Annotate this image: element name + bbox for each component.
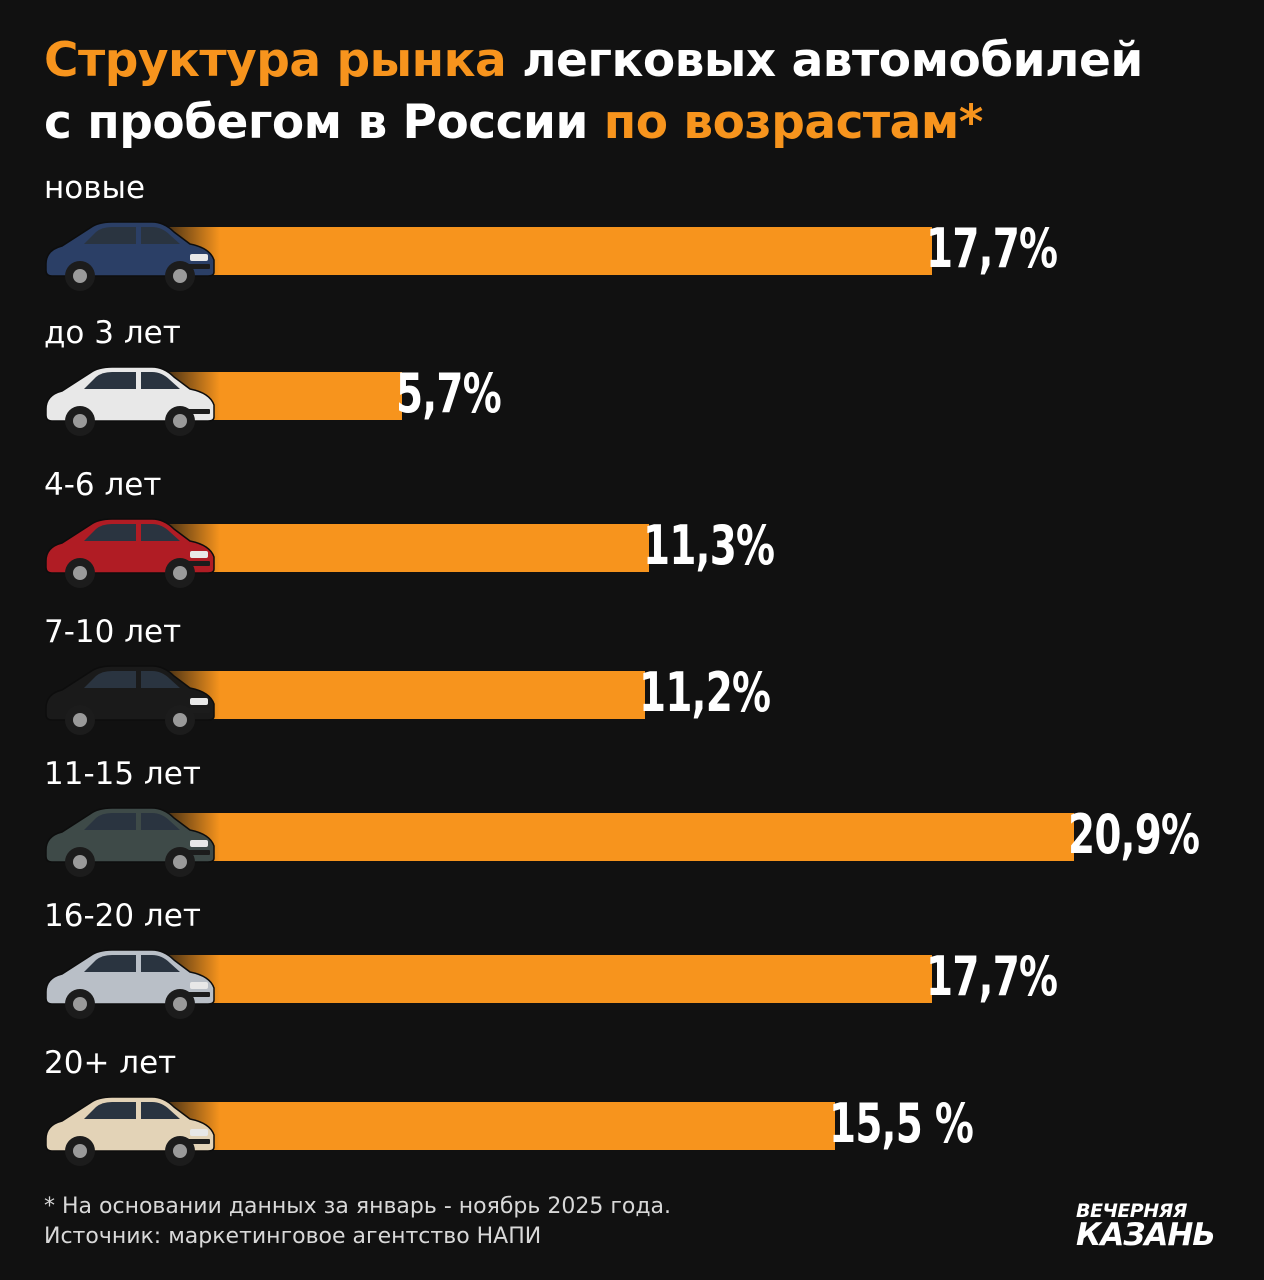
publisher-logo: ВЕЧЕРНЯЯ КАЗАНЬ [1076,1200,1226,1252]
category-label: 20+ лет [44,1045,177,1081]
logo-line-1: ВЕЧЕРНЯЯ [1076,1200,1187,1222]
crossover-icon [40,351,220,445]
bar [150,1102,836,1150]
footnote-note: * На основании данных за январь - ноябрь… [44,1194,672,1219]
title-part-2: легковых автомобилей [506,33,1143,88]
category-label: 11-15 лет [44,756,201,792]
data-label: 11,2% [639,661,771,724]
old-sedan-icon [40,1081,220,1175]
category-label: новые [44,170,146,206]
bar [150,955,933,1003]
category-label: 7-10 лет [44,614,182,650]
footnote-source: Источник: маркетинговое агентство НАПИ [44,1224,542,1249]
category-label: 16-20 лет [44,898,201,934]
title-part-3: с пробегом в России [44,95,604,150]
footnote: * На основании данных за январь - ноябрь… [44,1192,671,1252]
bar [150,524,650,572]
data-label: 20,9% [1067,803,1200,866]
bar [150,671,646,719]
red-sedan-icon [40,503,220,597]
green-hatchback-icon [40,792,220,886]
data-label: 17,7% [926,217,1058,280]
title-part-4: по возрастам* [603,95,984,150]
black-sedan-icon [40,650,220,744]
bar [150,813,1074,861]
title-part-1: Структура рынка [44,33,507,88]
bar [150,227,933,275]
chart-title: Структура рынка легковых автомобилей с п… [44,30,1244,154]
sedan-new-icon [40,206,220,300]
data-label: 11,3% [643,514,775,577]
category-label: до 3 лет [44,315,181,351]
data-label: 15,5 % [829,1092,974,1155]
data-label: 5,7% [395,362,502,425]
category-label: 4-6 лет [44,467,162,503]
data-label: 17,7% [926,945,1058,1008]
silver-hatchback-icon [40,934,220,1028]
logo-line-2: КАЗАНЬ [1076,1217,1216,1253]
